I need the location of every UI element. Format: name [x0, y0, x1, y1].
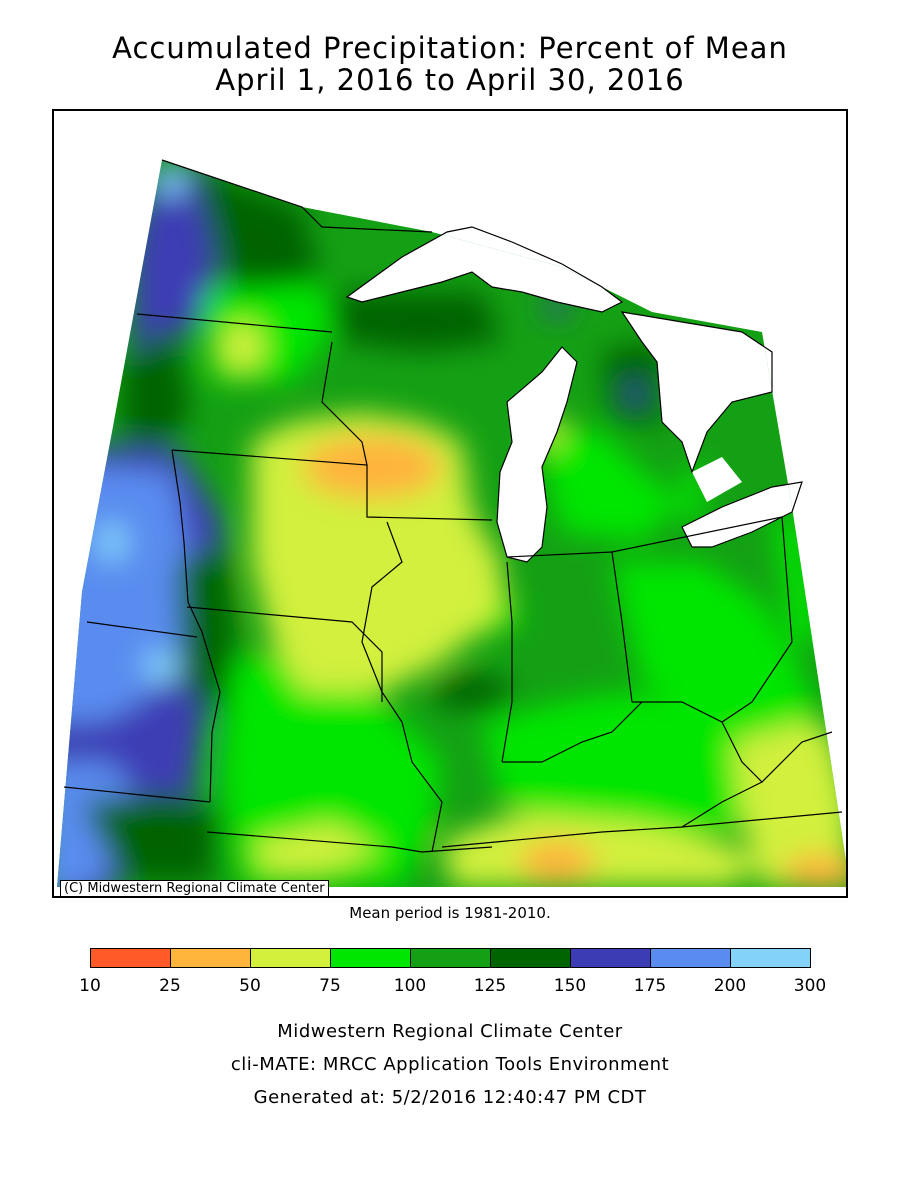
legend-swatch — [650, 948, 731, 968]
legend-tick-label: 10 — [79, 976, 101, 996]
legend-swatch — [490, 948, 571, 968]
legend-swatch — [570, 948, 651, 968]
footer-generated: Generated at: 5/2/2016 12:40:47 PM CDT — [253, 1087, 647, 1108]
legend-tick-label: 100 — [393, 976, 427, 996]
legend-tick-label: 25 — [159, 976, 181, 996]
map-credit: (C) Midwestern Regional Climate Center — [60, 880, 329, 897]
legend-tick-label: 175 — [633, 976, 667, 996]
footer-tool: cli-MATE: MRCC Application Tools Environ… — [230, 1054, 670, 1075]
legend-tick-label: 150 — [553, 976, 587, 996]
mean-period-note: Mean period is 1981-2010. — [349, 904, 551, 922]
precipitation-map — [52, 109, 848, 898]
legend-swatch — [250, 948, 331, 968]
map-date-range: April 1, 2016 to April 30, 2016 — [215, 63, 685, 97]
legend-tick-label: 300 — [793, 976, 827, 996]
legend-tick-label: 125 — [473, 976, 507, 996]
map-title: Accumulated Precipitation: Percent of Me… — [112, 31, 788, 65]
legend-swatch — [410, 948, 491, 968]
legend-tick-label: 200 — [713, 976, 747, 996]
legend-tick-label: 50 — [239, 976, 261, 996]
color-legend — [90, 948, 811, 970]
legend-tick-label: 75 — [319, 976, 341, 996]
footer-organization: Midwestern Regional Climate Center — [277, 1021, 623, 1042]
legend-swatch — [170, 948, 251, 968]
legend-swatch — [730, 948, 811, 968]
legend-swatch — [90, 948, 171, 968]
state-boundaries — [63, 159, 843, 853]
legend-swatch — [330, 948, 411, 968]
precip-field — [57, 160, 846, 887]
